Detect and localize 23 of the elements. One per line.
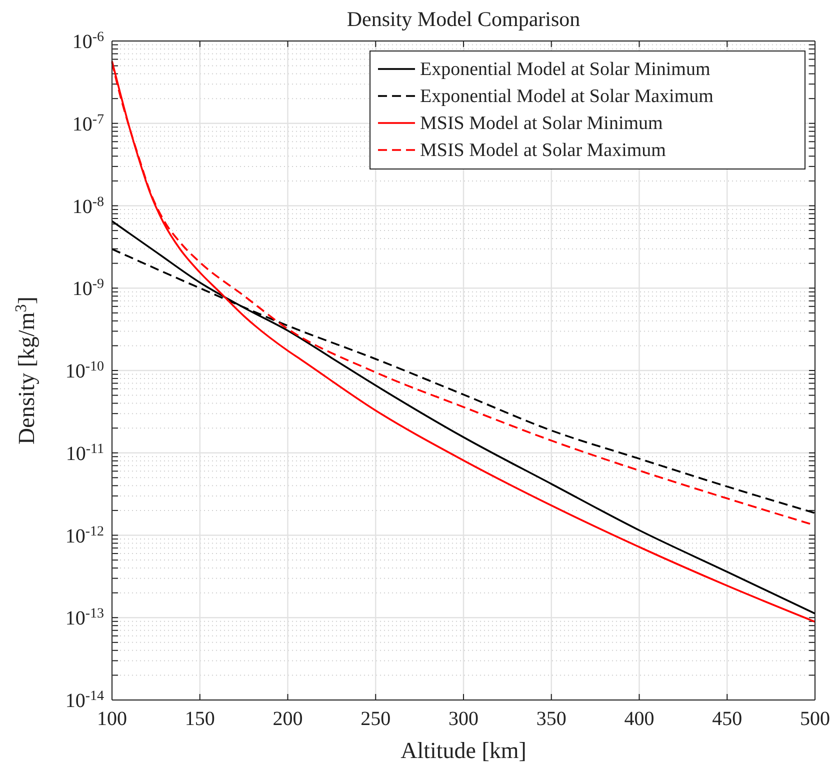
y-tick-label: 10$^{-7}$	[72, 112, 104, 136]
y-tick-label: 10$^{-13}$	[65, 606, 104, 630]
y-tick-label: 10$^{-10}$	[65, 359, 104, 382]
y-tick-label: 10$^{-11}$	[66, 441, 104, 465]
x-tick-label: 250	[360, 708, 391, 730]
x-tick-label: 300	[448, 708, 478, 730]
y-tick-label: 10$^{-9}$	[72, 276, 104, 300]
y-tick-label: 10$^{-12}$	[65, 524, 104, 548]
legend-label: Exponential Model at Solar Minimum	[420, 59, 710, 80]
legend-label: MSIS Model at Solar Minimum	[420, 113, 664, 134]
x-tick-label: 200	[272, 708, 303, 730]
x-tick-label: 150	[184, 708, 215, 730]
y-tick-label: 10$^{-6}$	[72, 30, 104, 53]
x-tick-label: 450	[712, 708, 742, 730]
line-series	[111, 220, 816, 614]
legend-label: MSIS Model at Solar Maximum	[420, 140, 666, 161]
y-tick-label: 10$^{-8}$	[72, 194, 104, 218]
x-tick-label: 500	[800, 708, 830, 730]
x-axis-title: Altitude [km]	[400, 738, 526, 763]
x-tick-label: 350	[536, 708, 566, 730]
chart-title: Density Model Comparison	[346, 7, 581, 31]
legend-label: Exponential Model at Solar Maximum	[420, 86, 714, 107]
x-tick-label: 400	[624, 708, 654, 730]
